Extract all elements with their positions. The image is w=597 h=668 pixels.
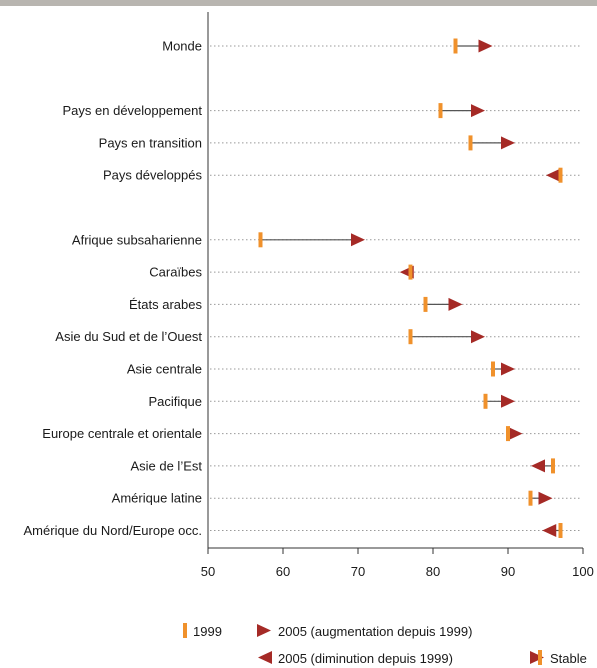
marker-1999 <box>258 232 263 248</box>
marker-1999 <box>558 523 563 538</box>
category-label: Afrique subsaharienne <box>72 232 202 247</box>
category-label: Europe centrale et orientale <box>42 426 202 441</box>
legend-1999-swatch <box>183 623 187 638</box>
marker-1999 <box>438 103 443 119</box>
category-label: Pays développés <box>103 168 203 183</box>
marker-1999 <box>483 393 488 409</box>
legend-increase-swatch <box>257 624 271 637</box>
category-label: Monde <box>162 39 202 54</box>
category-label: Asie centrale <box>127 362 202 377</box>
chart-rows: Monde Pays en développement Pays en transi… <box>24 38 580 538</box>
x-tick-label: 80 <box>426 564 440 579</box>
marker-1999 <box>491 361 495 377</box>
marker-2005 <box>501 394 515 408</box>
marker-2005 <box>448 297 463 311</box>
marker-2005 <box>471 104 485 118</box>
marker-2005 <box>508 427 523 441</box>
legend-increase-label: 2005 (augmentation depuis 1999) <box>278 624 472 639</box>
marker-1999 <box>506 426 510 442</box>
category-label: Pays en transition <box>99 135 202 150</box>
marker-1999 <box>528 490 533 506</box>
legend-stable-swatch <box>530 650 544 665</box>
marker-2005 <box>501 362 515 376</box>
marker-2005 <box>542 524 557 537</box>
marker-2005 <box>478 39 493 53</box>
legend-decrease-label: 2005 (diminution depuis 1999) <box>278 651 453 666</box>
category-label: Asie de l’Est <box>130 458 202 473</box>
category-label: Asie du Sud et de l’Ouest <box>55 329 202 344</box>
marker-2005 <box>501 136 515 150</box>
marker-2005 <box>351 233 365 247</box>
x-tick-label: 70 <box>351 564 365 579</box>
category-label: États arabes <box>129 297 202 312</box>
marker-1999 <box>408 264 413 280</box>
legend-1999-label: 1999 <box>193 624 222 639</box>
x-tick-label: 90 <box>501 564 515 579</box>
x-tick-label: 50 <box>201 564 215 579</box>
category-label: Pacifique <box>149 394 202 409</box>
marker-1999 <box>408 329 413 345</box>
legend-stable-label: Stable <box>550 651 587 666</box>
marker-1999 <box>551 458 555 474</box>
marker-2005 <box>471 330 485 344</box>
top-rule <box>0 0 597 6</box>
x-tick-label: 60 <box>276 564 290 579</box>
category-label: Caraïbes <box>149 265 202 280</box>
legend-decrease-swatch <box>258 651 272 664</box>
marker-2005 <box>546 168 560 182</box>
marker-1999 <box>468 135 473 151</box>
category-label: Pays en développement <box>63 103 203 118</box>
x-tick-label: 100 <box>572 564 594 579</box>
marker-1999 <box>453 38 458 54</box>
marker-1999 <box>558 167 563 183</box>
category-label: Amérique du Nord/Europe occ. <box>24 523 202 538</box>
legend: 1999 2005 (augmentation depuis 1999) 200… <box>183 623 587 666</box>
marker-1999 <box>423 296 428 312</box>
x-axis: 50 60 70 80 90 100 <box>201 12 594 579</box>
category-label: Amérique latine <box>112 491 202 506</box>
marker-2005 <box>531 459 545 473</box>
marker-2005 <box>538 491 553 505</box>
